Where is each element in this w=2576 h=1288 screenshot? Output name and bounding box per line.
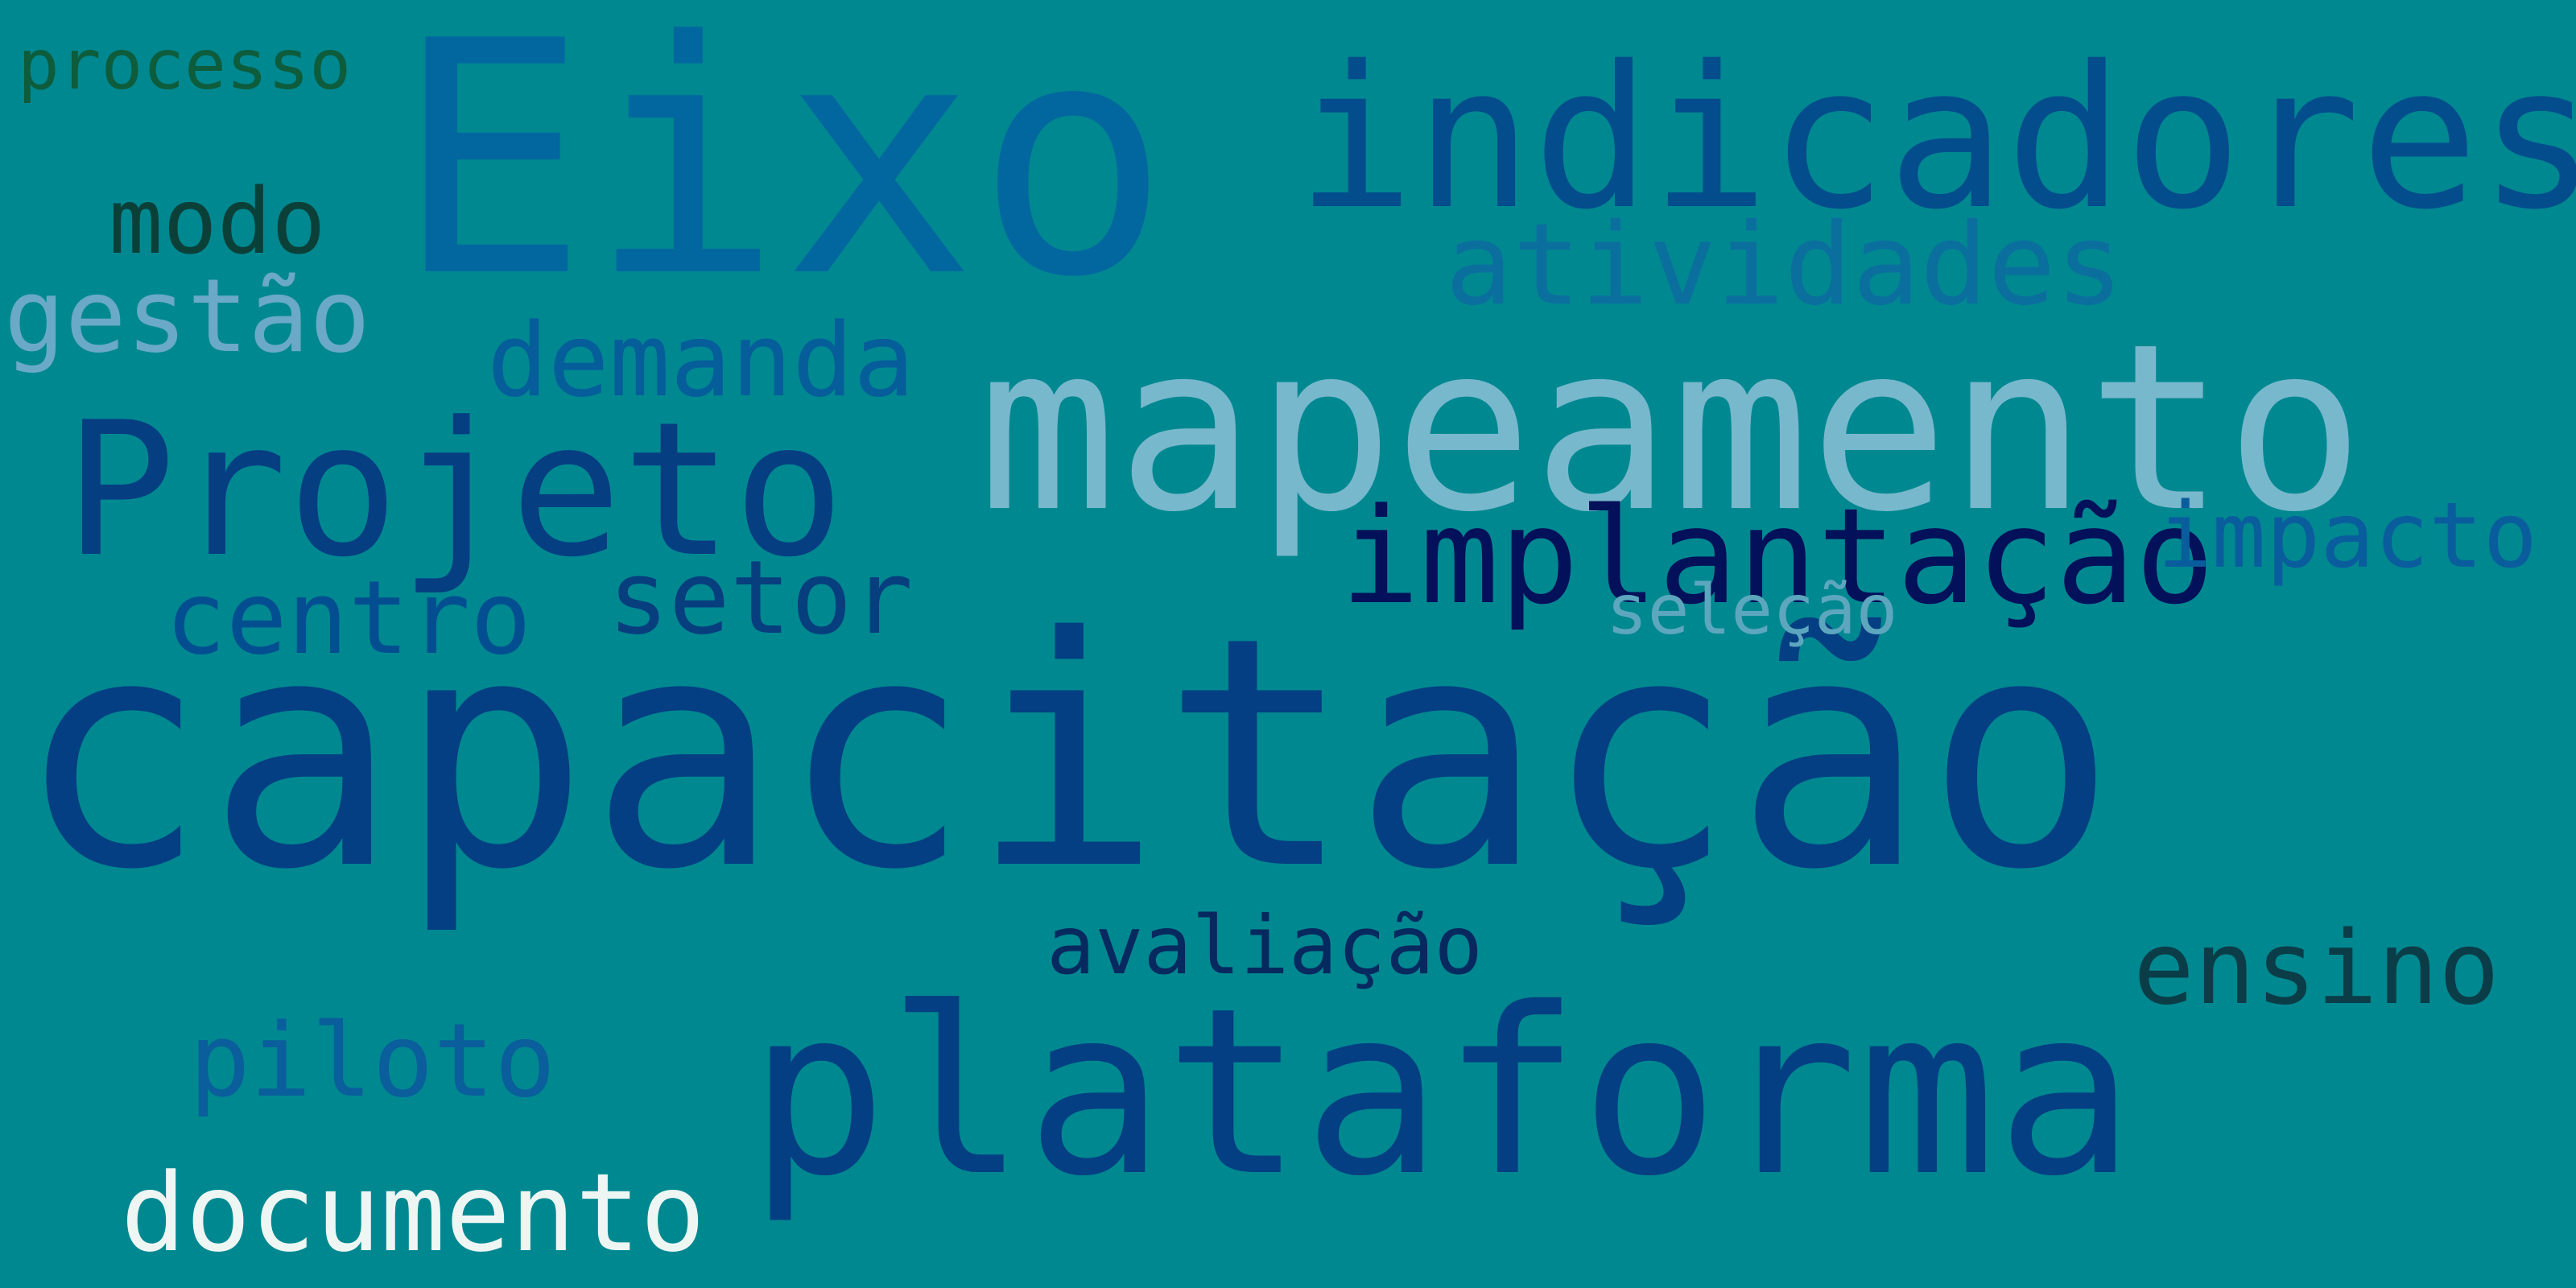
word-gestao: gestão xyxy=(4,257,371,375)
word-atividades: atividades xyxy=(1445,200,2124,331)
word-selecao: seleção xyxy=(1606,570,1898,650)
word-documento: documento xyxy=(121,1150,706,1276)
word-capacitacao: capacitação xyxy=(16,569,2117,939)
word-plataforma: plataforma xyxy=(749,960,2135,1227)
word-impacto: impacto xyxy=(2157,484,2538,588)
word-piloto: piloto xyxy=(189,1001,556,1120)
word-mapeamento: mapeamento xyxy=(978,295,2364,563)
word-modo: modo xyxy=(109,170,326,275)
word-projeto: Projeto xyxy=(64,383,845,598)
word-avaliacao: avaliação xyxy=(1046,898,1483,993)
word-indicadores: indicadores xyxy=(1296,24,2576,253)
word-setor: setor xyxy=(608,539,914,657)
word-ensino: ensino xyxy=(2133,909,2500,1027)
word-processo: processo xyxy=(18,25,352,105)
word-demanda: demanda xyxy=(487,301,915,419)
word-implantacao: implantação xyxy=(1340,480,2215,634)
word-centro: centro xyxy=(165,559,532,677)
word-eixo: Eixo xyxy=(394,0,1170,348)
